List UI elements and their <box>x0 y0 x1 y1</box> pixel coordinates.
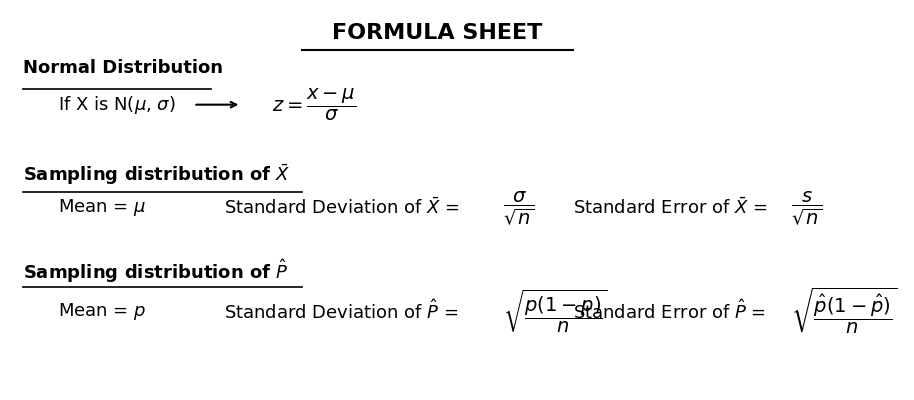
Text: Mean = $p$: Mean = $p$ <box>58 301 146 322</box>
Text: Mean = $\mu$: Mean = $\mu$ <box>58 198 146 218</box>
Text: $z = \dfrac{x-\mu}{\sigma}$: $z = \dfrac{x-\mu}{\sigma}$ <box>271 87 356 123</box>
Text: Standard Error of $\bar{X}$ =: Standard Error of $\bar{X}$ = <box>573 198 767 218</box>
Text: Standard Error of $\hat{P}$ =: Standard Error of $\hat{P}$ = <box>573 299 766 323</box>
Text: If X is N($\mu$, $\sigma$): If X is N($\mu$, $\sigma$) <box>58 94 175 116</box>
Text: $\sqrt{\dfrac{\hat{p}(1-\hat{p})}{n}}$: $\sqrt{\dfrac{\hat{p}(1-\hat{p})}{n}}$ <box>791 286 897 336</box>
Text: $\sqrt{\dfrac{p(1-p)}{n}}$: $\sqrt{\dfrac{p(1-p)}{n}}$ <box>503 288 608 335</box>
Text: Sampling distribution of $\bar{X}$: Sampling distribution of $\bar{X}$ <box>23 162 291 187</box>
Text: $\dfrac{\sigma}{\sqrt{n}}$: $\dfrac{\sigma}{\sqrt{n}}$ <box>503 189 535 227</box>
Text: $\dfrac{s}{\sqrt{n}}$: $\dfrac{s}{\sqrt{n}}$ <box>791 189 823 227</box>
Text: Standard Deviation of $\bar{X}$ =: Standard Deviation of $\bar{X}$ = <box>224 198 460 218</box>
Text: FORMULA SHEET: FORMULA SHEET <box>333 23 543 43</box>
Text: Standard Deviation of $\hat{P}$ =: Standard Deviation of $\hat{P}$ = <box>224 299 458 323</box>
Text: Sampling distribution of $\hat{P}$: Sampling distribution of $\hat{P}$ <box>23 258 289 285</box>
Text: Normal Distribution: Normal Distribution <box>23 59 223 77</box>
